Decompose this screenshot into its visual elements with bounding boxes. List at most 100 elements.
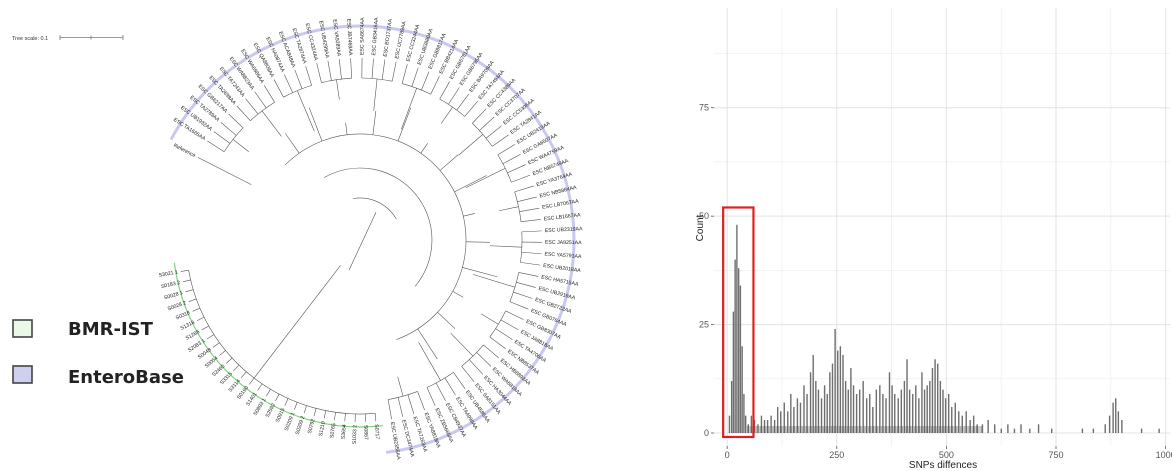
- histogram-bar: [926, 385, 928, 433]
- histogram-bar: [877, 426, 879, 433]
- histogram-bar: [904, 426, 906, 433]
- bmr-tip-branch: [219, 350, 226, 356]
- histogram-bar: [754, 426, 756, 433]
- histogram-bar: [739, 285, 742, 433]
- enterobase-clade-arc: [472, 123, 493, 147]
- histogram-bar: [829, 372, 831, 433]
- enterobase-tip-branch: [514, 185, 534, 193]
- highlight-box: [722, 206, 755, 439]
- histogram-bar: [978, 426, 980, 433]
- histogram-bar: [865, 398, 868, 433]
- enterobase-clade-arc: [283, 85, 312, 98]
- enterobase-clade-stem: [232, 139, 249, 153]
- enterobase-clade-stem: [481, 313, 499, 325]
- enterobase-tip-label: ESC UB2355AA: [389, 422, 402, 461]
- enterobase-clade-stem: [472, 274, 516, 288]
- histogram-bar: [773, 426, 775, 433]
- histogram-bar: [969, 419, 971, 433]
- enterobase-tip-branch: [245, 98, 259, 115]
- histogram-bar: [987, 419, 989, 433]
- histogram-bar: [928, 426, 930, 433]
- enterobase-tip-label: ESC LB1667AA: [544, 212, 582, 222]
- enterobase-tip-label: ESC BO1737AA: [383, 18, 394, 57]
- enterobase-clade-stem: [489, 245, 522, 248]
- histogram-bar: [1007, 424, 1009, 433]
- histogram-bar: [1092, 428, 1095, 433]
- enterobase-tip-branch: [273, 79, 284, 98]
- enterobase-clade-arc: [520, 231, 523, 263]
- histogram-bar: [834, 328, 836, 433]
- enterobase-tip-branch: [430, 76, 440, 95]
- enterobase-tip-branch: [520, 262, 541, 266]
- histogram-bar: [862, 380, 864, 433]
- bmr-tip-label: S0792: [307, 418, 317, 434]
- backbone-stem: [417, 328, 438, 360]
- bmr-tip-branch: [182, 279, 191, 283]
- bmr-tip-branch: [313, 408, 317, 417]
- bmr-tip-branch: [303, 405, 307, 414]
- enterobase-tip-branch: [507, 164, 526, 174]
- histogram-bar: [857, 426, 859, 433]
- bmr-tip-label: S0915: [275, 407, 287, 423]
- histogram-bar: [1108, 415, 1111, 433]
- histogram-bar: [831, 426, 832, 433]
- histogram-bar: [852, 385, 855, 433]
- histogram-bar: [730, 380, 733, 433]
- histogram-bar: [770, 415, 772, 433]
- bmr-clade-arc: [188, 270, 376, 415]
- histogram-bar: [931, 367, 934, 433]
- histogram-bar: [879, 385, 881, 433]
- histogram-bar: [809, 372, 812, 433]
- bmr-tip-label: S0209 1: [284, 411, 297, 431]
- histogram-bar: [837, 350, 839, 433]
- histogram-bar: [800, 426, 802, 433]
- histogram-bar: [763, 419, 766, 433]
- bmr-tip-label: S0717: [373, 424, 380, 440]
- histogram-bar: [900, 389, 903, 433]
- bmr-tip-branch: [180, 269, 189, 272]
- histogram-bar: [979, 426, 981, 433]
- bmr-tip-branch: [323, 410, 327, 419]
- histogram-bar: [942, 389, 944, 433]
- histogram-bar: [821, 426, 823, 433]
- histogram-bar: [936, 426, 938, 433]
- histogram-bar: [787, 411, 789, 433]
- enterobase-tip-branch: [236, 105, 251, 121]
- enterobase-tip-branch: [213, 131, 231, 144]
- enterobase-tip-branch: [371, 58, 374, 79]
- histogram-bar: [813, 426, 815, 433]
- histogram-bar: [954, 402, 956, 433]
- histogram-bar: [897, 398, 899, 433]
- enterobase-tip-branch: [479, 116, 495, 131]
- histogram-bar: [953, 426, 955, 433]
- enterobase-tip-branch: [391, 61, 397, 82]
- histogram-bar: [769, 426, 771, 433]
- enterobase-tip-branch: [417, 391, 425, 411]
- enterobase-tip-branch: [305, 66, 312, 86]
- enterobase-tip-label: ESC GB3416AA: [371, 17, 380, 56]
- enterobase-tip-branch: [456, 93, 469, 111]
- histogram-bar: [923, 426, 925, 433]
- histogram-bar: [886, 426, 888, 433]
- enterobase-tip-branch: [294, 69, 303, 89]
- histogram-bar: [817, 389, 820, 433]
- histogram-bar: [781, 426, 782, 433]
- plot-panel: [714, 8, 1170, 446]
- histogram-bar: [1140, 428, 1143, 433]
- histogram-bar: [833, 426, 835, 433]
- backbone-stem: [452, 291, 464, 298]
- backbone-stem: [397, 107, 412, 142]
- histogram-bar: [799, 402, 802, 433]
- histogram-bar: [795, 426, 797, 433]
- enterobase-clade-arc: [509, 272, 520, 302]
- histogram-bar: [794, 426, 796, 433]
- histogram-bar: [891, 385, 893, 433]
- histogram-bar: [838, 426, 840, 433]
- histogram-bar: [771, 426, 773, 433]
- histogram-bar: [894, 393, 896, 433]
- tree-branches: [180, 58, 542, 422]
- bmr-tip-branch: [226, 357, 233, 364]
- enterobase-clade-stem: [440, 106, 453, 124]
- histogram-bar: [863, 426, 865, 433]
- histogram-bar: [888, 372, 891, 433]
